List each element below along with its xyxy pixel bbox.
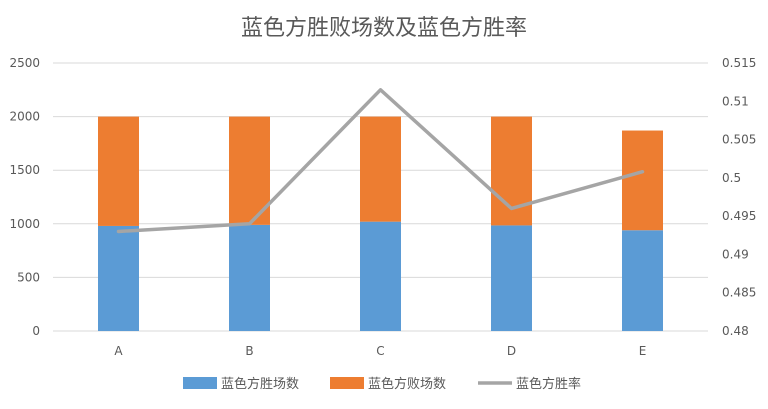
y-right-tick-label: 0.515 — [722, 56, 756, 70]
axes: 0 500 1000 1500 2000 2500 0.48 0.485 0.49 0.495 0.… — [9, 56, 756, 358]
bar-wins — [622, 230, 663, 331]
y-right-tick-label: 0.495 — [722, 209, 756, 223]
y-left-tick-label: 0 — [32, 324, 40, 338]
y-right-tick-label: 0.51 — [722, 94, 749, 108]
bar-losses — [98, 116, 139, 226]
y-left-tick-label: 1000 — [9, 217, 40, 231]
y-right-tick-label: 0.48 — [722, 324, 749, 338]
x-tick-label: B — [245, 344, 253, 358]
bars — [98, 116, 663, 331]
y-right-tick-label: 0.49 — [722, 247, 749, 261]
y-right-tick-label: 0.505 — [722, 133, 756, 147]
x-tick-label: D — [507, 344, 516, 358]
x-tick-label: C — [376, 344, 384, 358]
legend-label: 蓝色方胜率 — [516, 376, 581, 392]
y-right-tick-label: 0.5 — [722, 171, 741, 185]
chart-title: 蓝色方胜败场数及蓝色方胜率 — [240, 16, 527, 41]
y-left-tick-label: 500 — [17, 270, 40, 284]
bar-wins — [229, 224, 270, 331]
legend-swatch — [330, 377, 364, 389]
y-left-tick-label: 1500 — [9, 163, 40, 177]
x-tick-label: A — [114, 344, 123, 358]
y-left-tick-label: 2500 — [9, 56, 40, 70]
bar-losses — [622, 130, 663, 231]
bar-wins — [98, 225, 139, 331]
bar-wins — [491, 225, 532, 331]
legend: 蓝色方胜场数 蓝色方败场数 蓝色方胜率 — [183, 376, 581, 392]
bar-wins — [360, 221, 401, 331]
bar-losses — [360, 116, 401, 222]
x-tick-label: E — [639, 344, 647, 358]
y-left-tick-label: 2000 — [9, 110, 40, 124]
bar-losses — [229, 116, 270, 225]
legend-label: 蓝色方胜场数 — [221, 376, 299, 392]
legend-label: 蓝色方败场数 — [368, 376, 446, 392]
line-series — [116, 88, 645, 234]
y-right-tick-label: 0.485 — [722, 286, 756, 300]
legend-swatch — [183, 377, 217, 389]
